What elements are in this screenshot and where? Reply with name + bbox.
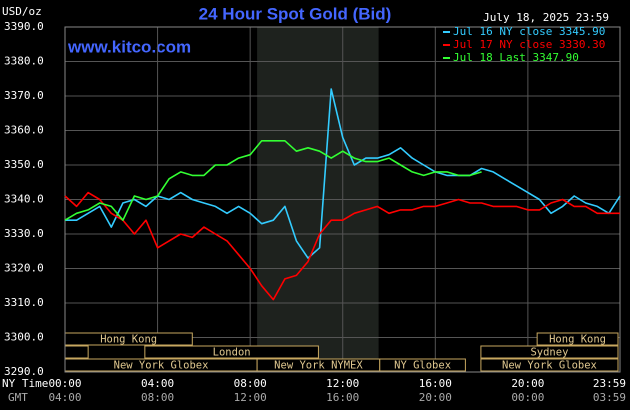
x-tick-label: 16:00 [419,377,452,390]
y-tick-label: 3340.0 [4,193,44,206]
y-tick-label: 3350.0 [4,158,44,171]
x2-tick-label: 20:00 [419,391,452,404]
y-tick-label: 3330.0 [4,227,44,240]
y-tick-label: 3360.0 [4,124,44,137]
x-tick-label: 12:00 [326,377,359,390]
session-label: New York NYMEX [274,360,363,372]
session-box [536,332,619,346]
y-tick-label: 3290.0 [4,365,44,378]
watermark: www.kitco.com [67,37,191,56]
legend-label: Jul 17 NY close 3330.30 [453,38,605,51]
session-box [144,345,319,359]
x-tick-label: 20:00 [511,377,544,390]
series-line [64,191,620,301]
session-label: NY Globex [394,360,451,372]
x-tick-label: 23:59 [593,377,626,390]
legend-label: Jul 18 Last 3347.90 [453,51,579,64]
y-tick-label: 3390.0 [4,20,44,33]
x2-tick-label: 12:00 [234,391,267,404]
x-tick-label: 04:00 [141,377,174,390]
x2-tick-label: 16:00 [326,391,359,404]
series-line [64,140,482,221]
x-tick-label: 08:00 [234,377,267,390]
session-label: New York Globex [502,360,597,372]
x2-tick-label: 00:00 [511,391,544,404]
y-tick-label: 3370.0 [4,89,44,102]
y-tick-label: 3310.0 [4,296,44,309]
x-tick-label: 00:00 [48,377,81,390]
session-box [480,358,619,372]
x-axis-label: NY Time [2,377,48,390]
x2-axis-label: GMT [8,391,28,404]
session-box [480,345,619,359]
session-label: Hong Kong [549,334,606,346]
timestamp: July 18, 2025 23:59 [483,11,609,24]
y-tick-label: 3300.0 [4,331,44,344]
y-tick-label: 3380.0 [4,55,44,68]
x2-tick-label: 03:59 [593,391,626,404]
legend-label: Jul 16 NY close 3345.90 [453,25,605,38]
session-box [379,358,466,372]
y-tick-label: 3320.0 [4,262,44,275]
session-label: Sydney [530,347,568,359]
session-box [64,345,89,359]
x2-tick-label: 04:00 [48,391,81,404]
session-label: New York Globex [114,360,209,372]
unit-label: USD/oz [2,5,42,18]
session-label: London [213,347,251,359]
chart-title: 24 Hour Spot Gold (Bid) [199,4,392,23]
x2-tick-label: 08:00 [141,391,174,404]
session-label: Hong Kong [100,334,157,346]
plot-border [64,26,621,373]
